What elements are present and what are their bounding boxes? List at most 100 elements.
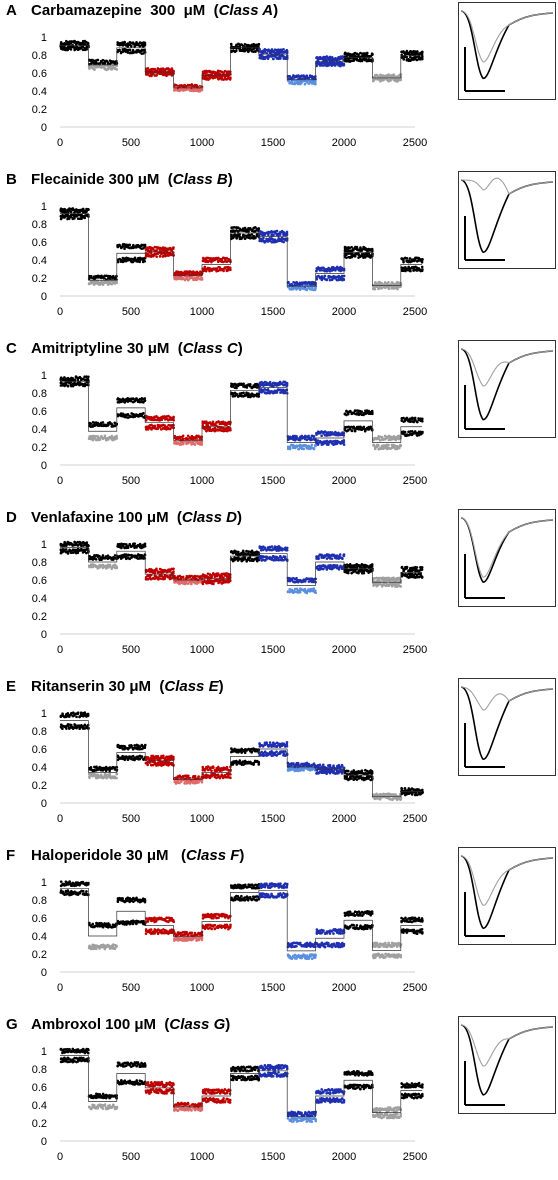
data-point [400,445,403,448]
y-tick-label: 0 [41,122,47,134]
data-point [73,381,76,384]
x-tick-label: 2500 [403,137,427,149]
data-point [128,543,131,546]
x-tick-label: 500 [122,644,140,656]
data-point [329,56,332,59]
data-point [130,415,133,418]
data-point [371,410,374,413]
data-point [90,275,93,278]
data-point [143,260,146,263]
data-point [86,541,89,544]
drug-trace [461,178,553,194]
data-point [317,557,320,560]
x-tick-label: 1500 [261,644,285,656]
y-tick-label: 0.4 [32,593,47,605]
data-point [254,237,257,240]
data-point [182,434,185,437]
data-point [128,244,131,247]
data-point [123,41,126,44]
data-point [129,49,132,52]
x-tick-label: 2000 [332,475,356,487]
data-point [262,237,265,240]
data-point [87,42,90,45]
data-point [225,78,228,81]
data-point [172,416,175,419]
data-point [87,378,90,381]
data-point [421,266,424,269]
data-point [324,275,327,278]
data-point [229,579,232,582]
data-point [317,439,320,442]
data-point [267,58,270,61]
data-point [366,52,369,55]
data-point [360,410,363,413]
y-tick-label: 0.8 [32,557,47,569]
inset-svg [459,3,555,99]
x-tick-label: 1000 [190,475,214,487]
data-point [229,427,232,430]
y-tick-label: 1 [41,539,47,551]
data-point [377,445,380,448]
x-tick-label: 1000 [190,306,214,318]
data-point [313,447,316,450]
data-point [387,444,390,447]
x-tick-label: 500 [122,306,140,318]
data-point [331,557,334,560]
data-point [83,216,86,219]
control-trace [461,180,553,252]
data-point [87,545,90,548]
data-point [70,211,73,214]
data-point [244,556,247,559]
data-point [304,588,307,591]
data-point [404,431,407,434]
data-point [159,255,162,258]
data-point [115,435,118,438]
data-point [421,432,424,435]
data-point [371,53,374,56]
data-point [302,448,305,451]
data-point [95,558,98,561]
data-point [421,259,424,262]
y-tick-label: 0.6 [32,406,47,418]
x-tick-label: 2500 [403,475,427,487]
data-point [264,547,267,550]
data-point [97,59,100,62]
drug-trace [461,11,553,62]
data-point [421,58,424,61]
data-point [286,233,289,236]
x-tick-label: 500 [122,475,140,487]
current-trace-inset [458,2,556,100]
data-point [242,391,245,394]
x-tick-label: 1500 [261,475,285,487]
data-point [229,268,232,271]
y-tick-label: 0.2 [32,611,47,623]
data-point [307,435,310,438]
data-point [351,430,354,433]
data-point [144,543,147,546]
y-tick-label: 0.8 [32,50,47,62]
y-tick-label: 0.6 [32,68,47,80]
data-point [143,557,146,560]
y-tick-label: 0.8 [32,388,47,400]
data-point [421,269,424,272]
data-point [112,275,115,278]
data-point [172,567,175,570]
data-point [374,288,377,291]
x-tick-label: 2000 [332,644,356,656]
data-point [286,549,289,552]
data-point [282,241,285,244]
data-point [102,421,105,424]
data-point [305,75,308,78]
x-tick-label: 2500 [403,644,427,656]
inset-svg [459,172,555,268]
data-point [87,208,90,211]
data-point [355,246,358,249]
data-point [286,547,289,550]
data-point [115,68,118,71]
